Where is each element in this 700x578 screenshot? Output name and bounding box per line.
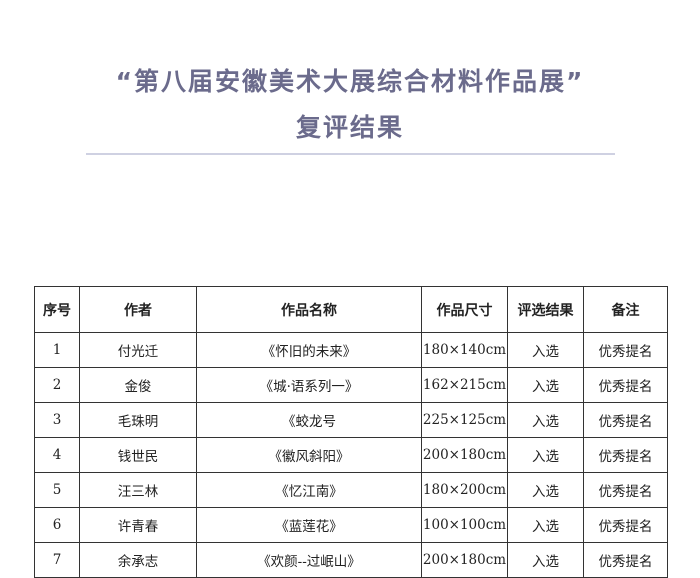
cell-index: 7 xyxy=(34,542,80,578)
divider xyxy=(86,153,615,155)
cell-author: 钱世民 xyxy=(79,437,197,473)
table-row: 4 钱世民 《徽风斜阳》 200×180cm 入选 优秀提名 xyxy=(34,437,668,473)
cell-work-title: 《怀旧的未来》 xyxy=(196,332,422,368)
cell-size: 225×125cm xyxy=(421,402,508,438)
cell-size: 200×180cm xyxy=(421,542,508,578)
cell-author: 付光迁 xyxy=(79,332,197,368)
cell-size: 162×215cm xyxy=(421,367,508,403)
cell-author: 金俊 xyxy=(79,367,197,403)
table-row: 5 汪三林 《忆江南》 180×200cm 入选 优秀提名 xyxy=(34,472,668,508)
header-author: 作者 xyxy=(79,286,197,333)
header-result: 评选结果 xyxy=(507,286,584,333)
cell-size: 180×200cm xyxy=(421,472,508,508)
cell-author: 毛珠明 xyxy=(79,402,197,438)
cell-remark: 优秀提名 xyxy=(583,437,668,473)
cell-size: 100×100cm xyxy=(421,507,508,543)
cell-index: 1 xyxy=(34,332,80,368)
cell-work-title: 《蓝莲花》 xyxy=(196,507,422,543)
header-index: 序号 xyxy=(34,286,80,333)
cell-index: 5 xyxy=(34,472,80,508)
cell-result: 入选 xyxy=(507,472,584,508)
cell-remark: 优秀提名 xyxy=(583,507,668,543)
cell-remark: 优秀提名 xyxy=(583,367,668,403)
cell-index: 4 xyxy=(34,437,80,473)
results-table: 序号 作者 作品名称 作品尺寸 评选结果 备注 1 付光迁 《怀旧的未来》 180×1… xyxy=(34,286,668,578)
cell-index: 2 xyxy=(34,367,80,403)
cell-size: 180×140cm xyxy=(421,332,508,368)
cell-index: 6 xyxy=(34,507,80,543)
table-row: 1 付光迁 《怀旧的未来》 180×140cm 入选 优秀提名 xyxy=(34,332,668,368)
header-work-title: 作品名称 xyxy=(196,286,422,333)
page-subtitle: 复评结果 xyxy=(295,113,404,142)
table-row: 7 余承志 《欢颜--过岷山》 200×180cm 入选 优秀提名 xyxy=(34,542,668,578)
cell-result: 入选 xyxy=(507,402,584,438)
cell-result: 入选 xyxy=(507,542,584,578)
table-row: 3 毛珠明 《蛟龙号 225×125cm 入选 优秀提名 xyxy=(34,402,668,438)
cell-work-title: 《徽风斜阳》 xyxy=(196,437,422,473)
cell-author: 许青春 xyxy=(79,507,197,543)
cell-result: 入选 xyxy=(507,507,584,543)
cell-work-title: 《蛟龙号 xyxy=(196,402,422,438)
cell-result: 入选 xyxy=(507,332,584,368)
cell-remark: 优秀提名 xyxy=(583,332,668,368)
table-row: 2 金俊 《城·语系列一》 162×215cm 入选 优秀提名 xyxy=(34,367,668,403)
cell-work-title: 《忆江南》 xyxy=(196,472,422,508)
header-remark: 备注 xyxy=(583,286,668,333)
header-size: 作品尺寸 xyxy=(421,286,508,333)
cell-result: 入选 xyxy=(507,437,584,473)
cell-size: 200×180cm xyxy=(421,437,508,473)
cell-index: 3 xyxy=(34,402,80,438)
page-title: “第八届安徽美术大展综合材料作品展” xyxy=(115,67,585,96)
cell-remark: 优秀提名 xyxy=(583,402,668,438)
cell-work-title: 《欢颜--过岷山》 xyxy=(196,542,422,578)
cell-remark: 优秀提名 xyxy=(583,542,668,578)
cell-author: 余承志 xyxy=(79,542,197,578)
cell-result: 入选 xyxy=(507,367,584,403)
cell-work-title: 《城·语系列一》 xyxy=(196,367,422,403)
cell-remark: 优秀提名 xyxy=(583,472,668,508)
cell-author: 汪三林 xyxy=(79,472,197,508)
table-row: 6 许青春 《蓝莲花》 100×100cm 入选 优秀提名 xyxy=(34,507,668,543)
table-header-row: 序号 作者 作品名称 作品尺寸 评选结果 备注 xyxy=(34,286,668,333)
